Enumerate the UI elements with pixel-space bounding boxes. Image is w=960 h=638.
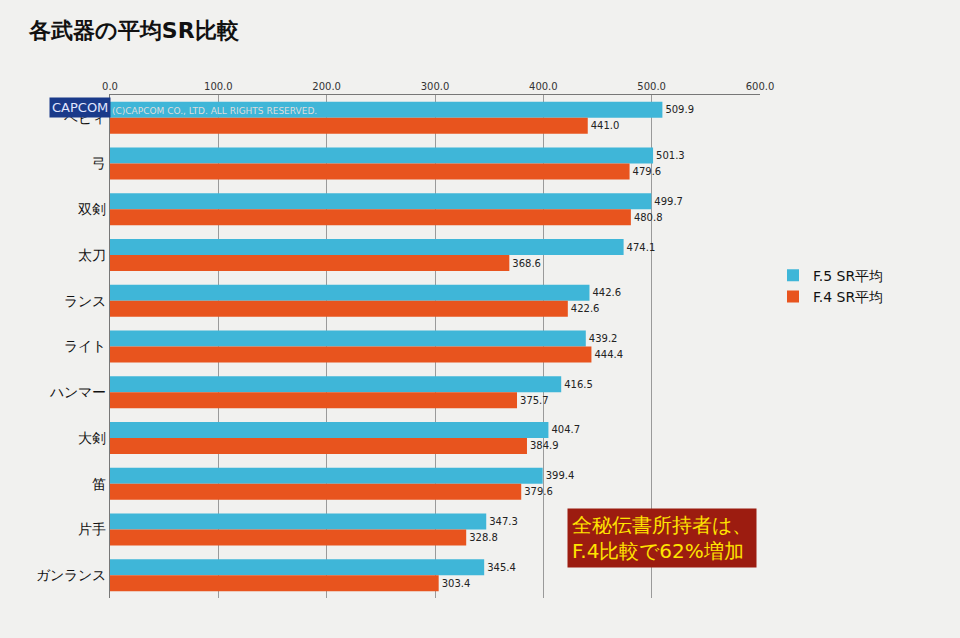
- svg-text:368.6: 368.6: [512, 258, 541, 269]
- svg-text:422.6: 422.6: [571, 303, 600, 314]
- svg-text:501.3: 501.3: [656, 150, 685, 161]
- svg-text:ライト: ライト: [64, 338, 106, 354]
- svg-text:404.7: 404.7: [551, 424, 580, 435]
- svg-text:双剣: 双剣: [78, 201, 106, 217]
- svg-text:600.0: 600.0: [746, 81, 775, 92]
- svg-text:439.2: 439.2: [589, 333, 618, 344]
- svg-text:509.9: 509.9: [665, 104, 694, 115]
- svg-text:303.4: 303.4: [442, 578, 471, 589]
- svg-text:200.0: 200.0: [312, 81, 341, 92]
- svg-text:375.7: 375.7: [520, 395, 549, 406]
- svg-text:笛: 笛: [92, 476, 106, 492]
- svg-text:太刀: 太刀: [78, 247, 106, 263]
- svg-text:ランス: ランス: [64, 293, 106, 309]
- svg-text:各武器の平均SR比較: 各武器の平均SR比較: [28, 18, 240, 43]
- svg-text:弓: 弓: [92, 155, 106, 171]
- svg-text:345.4: 345.4: [487, 562, 516, 573]
- svg-text:500.0: 500.0: [637, 81, 666, 92]
- svg-text:片手: 片手: [78, 521, 106, 537]
- svg-text:100.0: 100.0: [204, 81, 233, 92]
- svg-text:479.6: 479.6: [633, 166, 662, 177]
- svg-text:379.6: 379.6: [524, 486, 553, 497]
- svg-text:347.3: 347.3: [489, 516, 518, 527]
- svg-text:400.0: 400.0: [529, 81, 558, 92]
- svg-text:(C)CAPCOM CO., LTD. ALL RIGHTS: (C)CAPCOM CO., LTD. ALL RIGHTS RESERVED.: [112, 106, 317, 116]
- svg-text:441.0: 441.0: [591, 120, 620, 131]
- svg-text:CAPCOM: CAPCOM: [52, 100, 108, 115]
- svg-text:F.5 SR平均: F.5 SR平均: [813, 268, 883, 284]
- svg-text:444.4: 444.4: [594, 349, 623, 360]
- svg-text:442.6: 442.6: [592, 287, 621, 298]
- svg-text:300.0: 300.0: [421, 81, 450, 92]
- svg-text:全秘伝書所持者は、F.4比較で62%増加: 全秘伝書所持者は、F.4比較で62%増加: [572, 513, 752, 563]
- svg-text:ハンマー: ハンマー: [49, 384, 106, 400]
- svg-text:F.4 SR平均: F.4 SR平均: [813, 289, 883, 305]
- svg-text:大剣: 大剣: [78, 430, 106, 446]
- svg-text:ヘビィ: ヘビィ: [64, 110, 106, 126]
- svg-text:499.7: 499.7: [654, 196, 683, 207]
- svg-text:474.1: 474.1: [627, 242, 656, 253]
- svg-text:0.0: 0.0: [102, 81, 118, 92]
- svg-text:399.4: 399.4: [546, 470, 575, 481]
- svg-text:ガンランス: ガンランス: [36, 567, 106, 583]
- svg-text:328.8: 328.8: [469, 532, 498, 543]
- svg-text:416.5: 416.5: [564, 379, 593, 390]
- svg-text:480.8: 480.8: [634, 212, 663, 223]
- svg-text:384.9: 384.9: [530, 440, 559, 451]
